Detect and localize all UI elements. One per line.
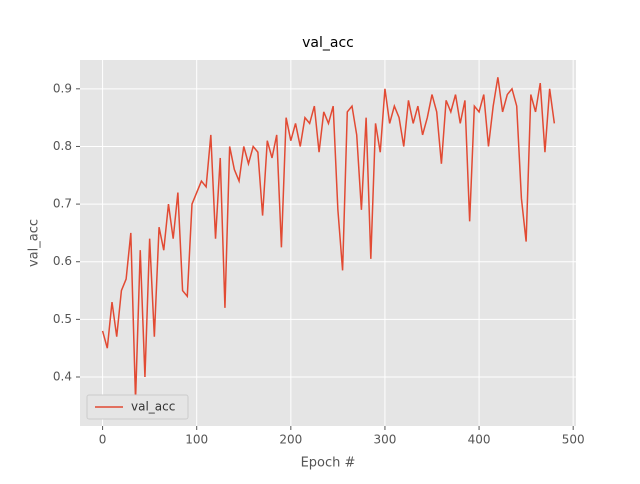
x-tick-label: 100 [185, 433, 208, 447]
x-tick-label: 500 [562, 433, 585, 447]
x-tick-label: 200 [279, 433, 302, 447]
y-tick-label: 0.6 [53, 254, 72, 268]
chart-title: val_acc [302, 35, 354, 51]
y-tick-label: 0.7 [53, 197, 72, 211]
y-axis-label: val_acc [27, 219, 42, 267]
legend-label: val_acc [131, 400, 175, 414]
x-tick-label: 300 [373, 433, 396, 447]
y-tick-label: 0.4 [53, 370, 72, 384]
y-tick-label: 0.5 [53, 312, 72, 326]
x-tick-label: 0 [99, 433, 107, 447]
x-axis-label: Epoch # [301, 456, 356, 471]
data-line [101, 77, 556, 401]
legend-box [86, 394, 189, 420]
y-tick-label: 0.9 [53, 81, 72, 95]
y-tick-label: 0.8 [53, 139, 72, 153]
x-tick-label: 400 [468, 433, 491, 447]
plot-area [80, 60, 576, 426]
